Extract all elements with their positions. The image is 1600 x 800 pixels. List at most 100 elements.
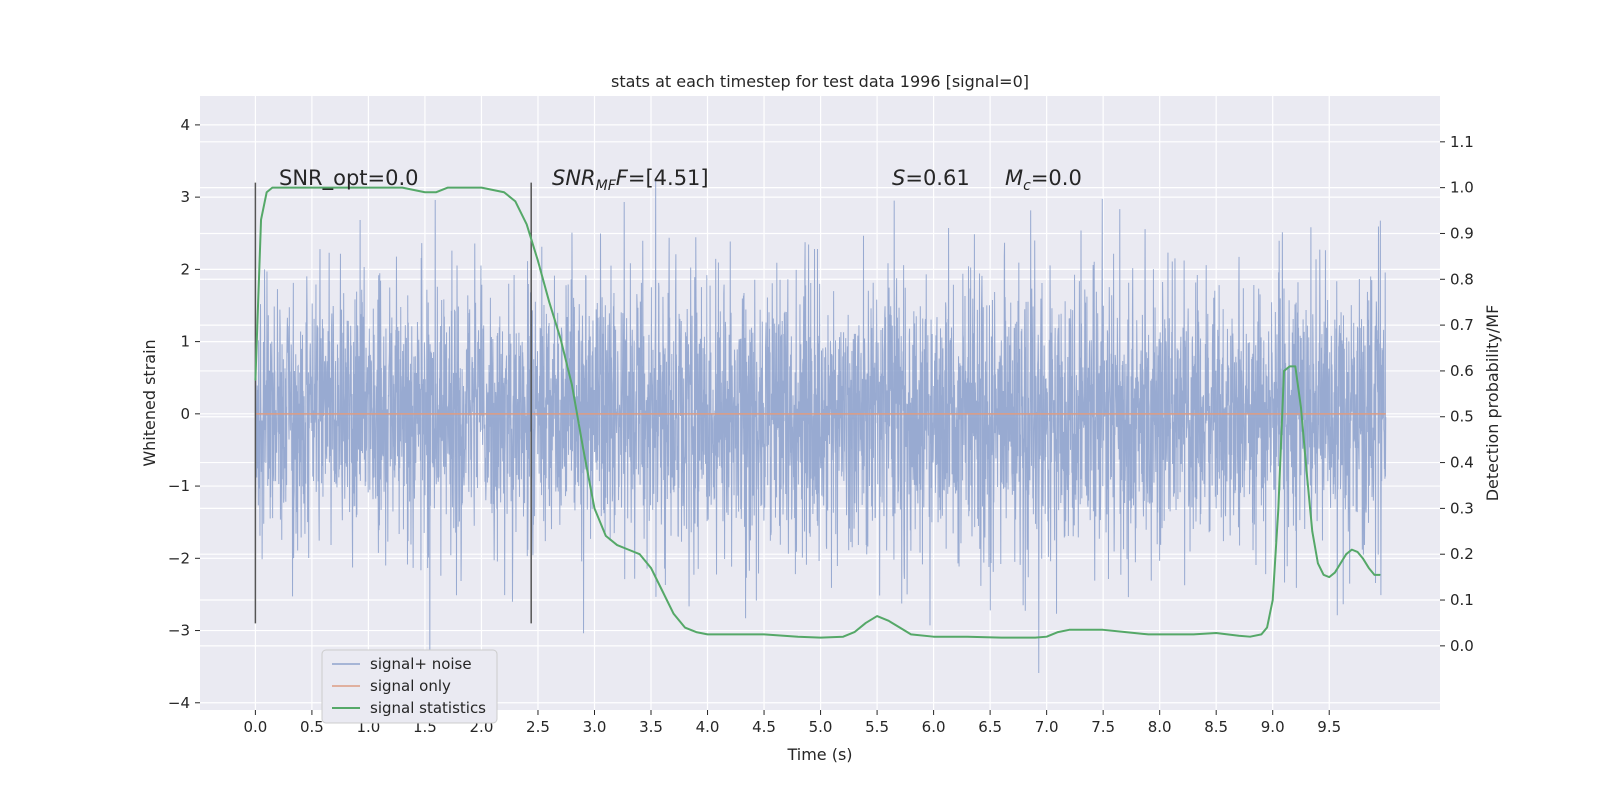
chart-title: stats at each timestep for test data 199… [611, 72, 1029, 91]
y-tick-label: 4 [180, 116, 190, 134]
x-tick-label: 9.5 [1317, 718, 1341, 736]
annotation-snr-mf: SNRMFF=[4.51] [552, 166, 709, 194]
y2-tick-label: 1.1 [1450, 133, 1474, 151]
signal-statistics-point [1226, 633, 1229, 635]
signal-statistics-point [899, 626, 901, 629]
signal-statistics-point [593, 507, 596, 509]
legend-label-signal-noise: signal+ noise [370, 655, 472, 673]
x-tick-label: 7.5 [1091, 718, 1115, 736]
signal-statistics-point [1170, 633, 1172, 635]
right-axis-ticks: 1.1 1.0 0.9 0.8 0.7 0.6 0.5 0.4 0.3 0.2 0.1 0.0 [1440, 133, 1474, 655]
signal-statistics-point [1289, 365, 1291, 367]
x-tick-label: 8.5 [1204, 718, 1228, 736]
signal-statistics-point [571, 384, 573, 386]
signal-statistics-point [819, 637, 822, 639]
signal-statistics-point [1300, 406, 1302, 409]
y2-tick-label: 0.8 [1450, 270, 1474, 288]
signal-statistics-point [254, 379, 256, 381]
signal-statistics-point [311, 187, 313, 189]
x-axis-label: Time (s) [786, 745, 852, 764]
signal-statistics-point [1260, 633, 1263, 635]
signal-statistics-point [582, 448, 584, 450]
signal-statistics-point [650, 567, 652, 569]
signal-statistics-point [853, 631, 856, 633]
legend-label-signal-only: signal only [370, 677, 451, 695]
signal-statistics-point [1102, 629, 1104, 631]
signal-statistics-point [616, 544, 618, 546]
signal-statistics-point [1317, 562, 1319, 564]
x-tick-label: 8.0 [1148, 718, 1172, 736]
signal-statistics-point [865, 622, 867, 624]
signal-statistics-point [1345, 553, 1347, 555]
x-tick-label: 0.0 [243, 718, 267, 736]
y-tick-label: 2 [180, 260, 190, 278]
annotation-snr-opt: SNR_opt=0.0 [279, 166, 419, 191]
left-axis-ticks: 4 3 2 1 0 −1 −2 −3 −4 [168, 116, 200, 712]
signal-statistics-point [1306, 471, 1308, 473]
signal-statistics-point [537, 260, 539, 262]
signal-statistics-point [1147, 633, 1149, 635]
signal-noise-line [254, 179, 1387, 674]
signal-statistics-point [605, 535, 607, 537]
signal-statistics-point [1356, 551, 1359, 553]
y2-tick-label: 0.3 [1450, 499, 1474, 517]
legend-label-signal-statistics: signal statistics [370, 699, 486, 717]
y2-tick-label: 0.1 [1450, 591, 1474, 609]
signal-statistics-point [514, 200, 516, 202]
signal-statistics-point [876, 615, 878, 617]
x-tick-label: 5.0 [809, 718, 833, 736]
signal-statistics-point [1351, 549, 1353, 551]
signal-statistics-point [639, 553, 641, 555]
signal-statistics-point [503, 191, 505, 193]
signal-statistics-point [1000, 637, 1003, 639]
signal-statistics-point [1373, 574, 1376, 576]
signal-statistics-point [458, 187, 460, 189]
x-tick-label: 3.0 [583, 718, 607, 736]
x-tick-label: 0.5 [300, 718, 324, 736]
signal-statistics-point [1322, 574, 1325, 576]
signal-statistics-point [1362, 558, 1364, 560]
signal-statistics-point [1328, 576, 1330, 578]
y2-tick-label: 0.7 [1450, 316, 1474, 334]
signal-statistics-point [356, 187, 358, 189]
signal-statistics-point [1379, 574, 1381, 576]
signal-statistics-point [1068, 629, 1070, 631]
signal-statistics-point [401, 187, 403, 189]
signal-statistics-point [1238, 635, 1240, 637]
signal-statistics-point [763, 633, 765, 635]
signal-statistics-point [1046, 636, 1048, 638]
y2-tick-label: 0.0 [1450, 637, 1474, 655]
x-tick-label: 7.0 [1035, 718, 1059, 736]
signal-statistics-point [910, 633, 912, 635]
legend: signal+ noise signal only signal statist… [321, 649, 498, 724]
signal-statistics-point [729, 633, 731, 635]
signal-statistics-point [266, 191, 268, 193]
signal-statistics-point [1125, 631, 1127, 633]
signal-statistics-point [379, 187, 381, 189]
signal-statistics-point [526, 223, 528, 225]
y-axis-label: Whitened strain [140, 339, 159, 466]
signal-statistics-point [424, 191, 426, 193]
signal-statistics-point [1034, 637, 1036, 639]
signal-statistics-point [559, 338, 562, 340]
y2-tick-label: 0.4 [1450, 454, 1474, 472]
x-tick-label: 4.5 [752, 718, 776, 736]
signal-statistics-point [288, 187, 290, 189]
signal-statistics-point [933, 636, 935, 638]
signal-statistics-point [1294, 365, 1296, 367]
signal-statistics-point [966, 636, 969, 638]
signal-statistics-point [480, 187, 483, 189]
signal-statistics-point [842, 636, 844, 638]
y2-tick-label: 0.5 [1450, 408, 1474, 426]
y2-tick-label: 0.9 [1450, 224, 1474, 242]
annotation-mc: Mc=0.0 [1005, 166, 1082, 194]
x-tick-label: 4.0 [696, 718, 720, 736]
signal-statistics-series [254, 186, 1381, 639]
y-tick-label: −4 [168, 694, 190, 712]
signal-statistics-point [661, 590, 663, 592]
y-tick-label: 0 [180, 405, 190, 423]
signal-statistics-point [1272, 599, 1274, 601]
signal-statistics-point [1277, 507, 1279, 509]
x-tick-label: 6.5 [978, 718, 1002, 736]
